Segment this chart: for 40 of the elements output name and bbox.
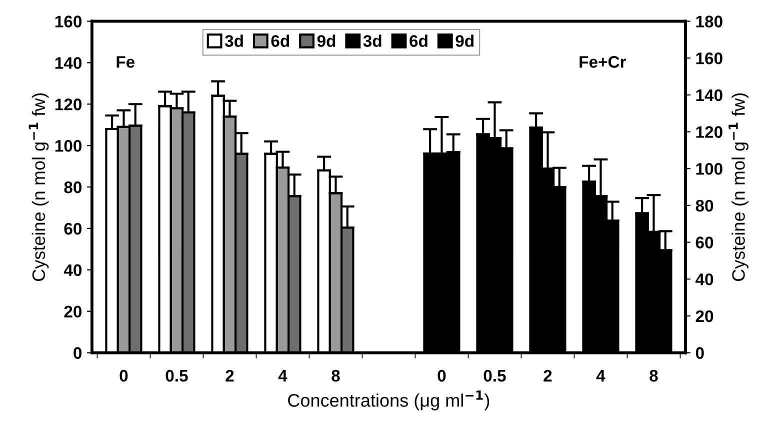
x-tick-label: 0.5 — [166, 370, 188, 382]
annotation: Fe+Cr — [580, 56, 626, 68]
y-tick-label: 100 — [55, 140, 82, 152]
y-tick-label: 80 — [64, 181, 82, 194]
y-tick-label: 120 — [55, 98, 82, 110]
y2-tick-label: 80 — [696, 200, 714, 212]
y-axis-title: Cysteine (n mol g$^{−1}$ fw) — [28, 93, 49, 281]
y-tick-label: 60 — [64, 222, 82, 235]
x-tick-label: 8 — [332, 370, 340, 382]
legend-label: 9d — [456, 34, 474, 47]
y2-tick-label: 60 — [696, 236, 714, 248]
y2-tick-label: 40 — [695, 273, 714, 286]
x-tick-label: 8 — [650, 370, 658, 382]
y2-tick-label: 120 — [696, 126, 722, 138]
x-tick-label: 4 — [278, 370, 288, 382]
y-tick-label: 140 — [55, 57, 82, 69]
y2-tick-label: 160 — [696, 52, 722, 64]
legend-label: 9d — [317, 34, 336, 47]
legend-label: 6d — [271, 34, 290, 47]
legend-label: 3d — [363, 34, 382, 47]
x-axis-title: Concentrations (μg ml$^{−1}$) — [288, 390, 490, 410]
y2-tick-label: 100 — [696, 162, 722, 175]
legend-label: 3d — [224, 34, 243, 47]
x-tick-label: 0.5 — [484, 370, 506, 382]
legend-label: 6d — [410, 34, 428, 47]
x-tick-label: 4 — [596, 370, 606, 382]
y-tick-label: 40 — [64, 264, 82, 276]
x-tick-label: 2 — [544, 370, 552, 382]
y2-tick-label: 140 — [696, 89, 722, 102]
y-tick-label: 20 — [64, 306, 82, 318]
y-tick-label: 0 — [74, 347, 82, 359]
y-tick-label: 160 — [55, 16, 82, 28]
y2-tick-label: 180 — [696, 16, 722, 28]
x-tick-label: 0 — [120, 370, 128, 382]
x-tick-label: 0 — [438, 370, 446, 382]
y2-tick-label: 20 — [696, 310, 714, 322]
x-tick-label: 2 — [226, 370, 234, 382]
annotation: Fe — [116, 56, 135, 68]
y2-tick-label: 0 — [696, 347, 704, 359]
y2-axis-title: Cysteine (n mol g$^{−1}$ fw) — [728, 93, 748, 281]
